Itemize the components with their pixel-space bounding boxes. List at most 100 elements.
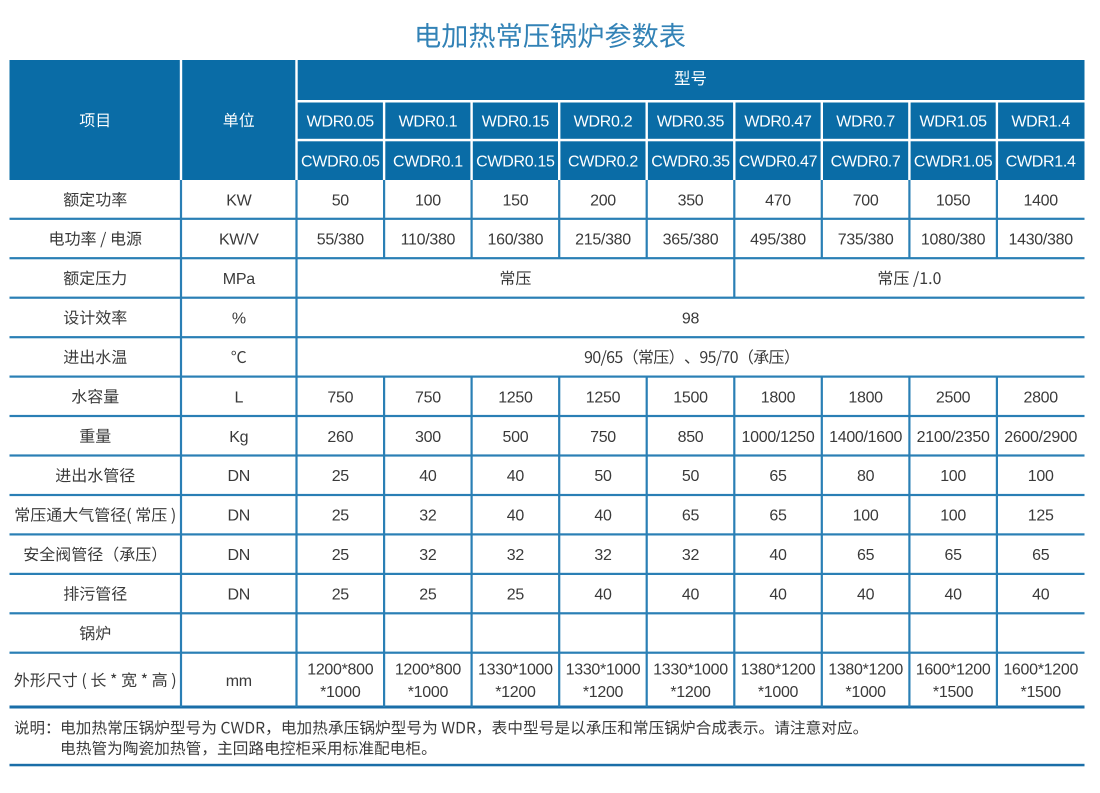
svg-text:WDR0.2: WDR0.2 — [574, 114, 633, 131]
svg-text:100: 100 — [415, 192, 441, 209]
svg-text:100: 100 — [940, 508, 966, 525]
svg-text:150: 150 — [503, 192, 529, 209]
svg-text:2600/2900: 2600/2900 — [1004, 429, 1077, 446]
svg-text:750: 750 — [415, 389, 441, 406]
svg-text:40: 40 — [769, 547, 787, 564]
svg-text:470: 470 — [765, 192, 791, 209]
svg-text:40: 40 — [1032, 587, 1050, 604]
svg-text:110/380: 110/380 — [401, 232, 456, 249]
svg-text:32: 32 — [419, 547, 437, 564]
svg-text:40: 40 — [507, 508, 525, 525]
svg-text:300: 300 — [415, 429, 441, 446]
svg-text:1380*1200: 1380*1200 — [741, 662, 816, 679]
svg-text:65: 65 — [944, 547, 962, 564]
svg-text:25: 25 — [332, 508, 350, 525]
svg-text:WDR0.1: WDR0.1 — [399, 114, 458, 131]
svg-text:40: 40 — [682, 587, 700, 604]
svg-text:1400: 1400 — [1023, 192, 1058, 209]
svg-text:1500: 1500 — [673, 389, 708, 406]
svg-text:1400/1600: 1400/1600 — [829, 429, 902, 446]
svg-text:495/380: 495/380 — [750, 232, 806, 249]
svg-text:*1500: *1500 — [1021, 684, 1062, 701]
svg-text:25: 25 — [419, 587, 437, 604]
svg-text:MPa: MPa — [223, 271, 255, 288]
svg-text:125: 125 — [1028, 508, 1054, 525]
svg-text:*1200: *1200 — [670, 684, 711, 701]
svg-text:1800: 1800 — [761, 389, 796, 406]
svg-text:CWDR0.47: CWDR0.47 — [739, 154, 818, 171]
svg-text:*1000: *1000 — [758, 684, 799, 701]
svg-text:DN: DN — [228, 587, 251, 604]
svg-text:40: 40 — [594, 508, 612, 525]
svg-text:1250: 1250 — [586, 389, 621, 406]
svg-text:100: 100 — [940, 468, 966, 485]
svg-text:365/380: 365/380 — [663, 232, 719, 249]
svg-text:*1200: *1200 — [495, 684, 536, 701]
svg-text:2800: 2800 — [1023, 389, 1058, 406]
svg-text:1080/380: 1080/380 — [921, 232, 986, 249]
svg-text:1200*800: 1200*800 — [395, 662, 462, 679]
svg-text:1330*1000: 1330*1000 — [478, 662, 553, 679]
svg-text:750: 750 — [327, 389, 353, 406]
svg-text:DN: DN — [228, 547, 251, 564]
svg-text:WDR0.35: WDR0.35 — [657, 114, 725, 131]
svg-text:CWDR0.7: CWDR0.7 — [831, 154, 901, 171]
svg-text:WDR0.05: WDR0.05 — [307, 114, 375, 131]
svg-text:*1000: *1000 — [408, 684, 449, 701]
svg-text:1050: 1050 — [936, 192, 971, 209]
svg-text:CWDR1.05: CWDR1.05 — [914, 154, 993, 171]
svg-text:55/380: 55/380 — [317, 232, 365, 249]
svg-text:50: 50 — [332, 192, 350, 209]
svg-text:1380*1200: 1380*1200 — [828, 662, 903, 679]
svg-text:32: 32 — [507, 547, 525, 564]
svg-text:Kg: Kg — [229, 429, 248, 446]
svg-text:65: 65 — [769, 508, 787, 525]
svg-text:32: 32 — [682, 547, 700, 564]
svg-text:40: 40 — [769, 587, 787, 604]
svg-text:750: 750 — [590, 429, 616, 446]
svg-text:mm: mm — [226, 673, 252, 690]
svg-text:CWDR0.35: CWDR0.35 — [651, 154, 730, 171]
svg-text:%: % — [232, 310, 246, 327]
svg-text:100: 100 — [853, 508, 879, 525]
svg-text:1330*1000: 1330*1000 — [566, 662, 641, 679]
svg-text:25: 25 — [332, 468, 350, 485]
svg-text:DN: DN — [228, 508, 251, 525]
svg-text:40: 40 — [857, 587, 875, 604]
svg-text:40: 40 — [507, 468, 525, 485]
svg-text:50: 50 — [682, 468, 700, 485]
svg-text:40: 40 — [944, 587, 962, 604]
svg-text:1330*1000: 1330*1000 — [653, 662, 728, 679]
svg-text:25: 25 — [507, 587, 525, 604]
svg-text:98: 98 — [682, 310, 700, 327]
svg-text:1800: 1800 — [848, 389, 883, 406]
svg-text:80: 80 — [857, 468, 875, 485]
svg-text:*1000: *1000 — [320, 684, 361, 701]
svg-text:CWDR0.1: CWDR0.1 — [393, 154, 463, 171]
svg-text:CWDR1.4: CWDR1.4 — [1006, 154, 1076, 171]
svg-text:KW: KW — [226, 192, 252, 209]
svg-text:CWDR0.2: CWDR0.2 — [568, 154, 638, 171]
svg-text:350: 350 — [678, 192, 704, 209]
svg-text:1250: 1250 — [498, 389, 533, 406]
svg-text:700: 700 — [853, 192, 879, 209]
svg-text:KW/V: KW/V — [219, 232, 259, 249]
svg-text:100: 100 — [1028, 468, 1054, 485]
svg-text:850: 850 — [678, 429, 704, 446]
svg-text:CWDR0.15: CWDR0.15 — [476, 154, 555, 171]
svg-text:2500: 2500 — [936, 389, 971, 406]
svg-text:65: 65 — [769, 468, 787, 485]
svg-text:1430/380: 1430/380 — [1009, 232, 1074, 249]
svg-text:40: 40 — [419, 468, 437, 485]
svg-text:32: 32 — [419, 508, 437, 525]
svg-text:1600*1200: 1600*1200 — [916, 662, 991, 679]
svg-text:L: L — [234, 389, 243, 406]
svg-text:1200*800: 1200*800 — [307, 662, 374, 679]
svg-text:2100/2350: 2100/2350 — [917, 429, 990, 446]
svg-text:65: 65 — [682, 508, 700, 525]
svg-text:735/380: 735/380 — [838, 232, 894, 249]
svg-text:*1200: *1200 — [583, 684, 624, 701]
svg-text:500: 500 — [503, 429, 529, 446]
svg-text:1600*1200: 1600*1200 — [1003, 662, 1078, 679]
svg-text:40: 40 — [594, 587, 612, 604]
